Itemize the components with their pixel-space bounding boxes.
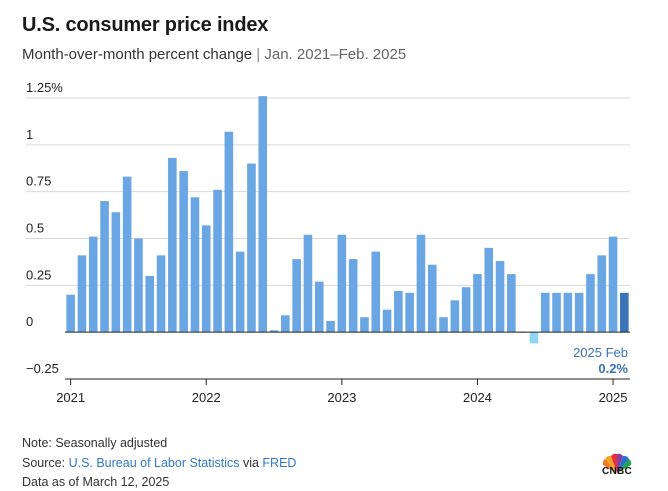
y-tick-label: −0.25 bbox=[26, 361, 59, 376]
cnbc-logo-text: CNBC bbox=[601, 466, 633, 477]
bar bbox=[540, 292, 550, 333]
bar bbox=[507, 274, 516, 333]
y-axis-labels: 1.25% 1 0.75 0.5 0.25 0 −0.25 bbox=[26, 80, 63, 376]
bar bbox=[461, 287, 471, 333]
data-as-of: Data as of March 12, 2025 bbox=[22, 475, 170, 489]
bar bbox=[405, 292, 414, 333]
bar bbox=[258, 96, 268, 333]
x-tick-label: 2024 bbox=[463, 390, 492, 405]
bar bbox=[179, 171, 188, 333]
cnbc-peacock-icon bbox=[602, 453, 632, 473]
bar bbox=[100, 201, 109, 333]
bar bbox=[597, 255, 607, 333]
bar bbox=[563, 292, 573, 333]
bar bbox=[620, 292, 629, 333]
bar bbox=[235, 251, 245, 333]
x-tick-label: 2025 bbox=[599, 390, 628, 405]
bar bbox=[326, 320, 335, 333]
bar bbox=[608, 236, 618, 333]
bar bbox=[394, 290, 403, 333]
bar bbox=[281, 315, 290, 333]
bar bbox=[88, 236, 98, 333]
bar bbox=[371, 251, 381, 333]
chart-title: U.S. consumer price index bbox=[22, 14, 269, 36]
chart-subtitle: Month-over-month percent change | Jan. 2… bbox=[22, 46, 406, 63]
bar bbox=[168, 157, 177, 333]
bar bbox=[586, 274, 595, 333]
y-tick-label: 0.5 bbox=[26, 221, 44, 236]
bars bbox=[66, 96, 629, 344]
source-prefix: Source: bbox=[22, 456, 69, 470]
bar bbox=[529, 332, 539, 344]
bar bbox=[473, 274, 482, 333]
x-tick-label: 2022 bbox=[192, 390, 221, 405]
bar bbox=[314, 281, 324, 333]
y-tick-label: 1.25% bbox=[26, 80, 63, 95]
x-tick-label: 2023 bbox=[327, 390, 356, 405]
bar bbox=[190, 197, 200, 333]
y-tick-label: 0 bbox=[26, 314, 33, 329]
bar bbox=[292, 259, 301, 333]
bar bbox=[337, 234, 347, 333]
bar bbox=[213, 189, 222, 333]
annotation-label: 2025 Feb bbox=[573, 345, 628, 360]
source-link-fred[interactable]: FRED bbox=[262, 456, 297, 470]
bar bbox=[348, 259, 358, 333]
x-axis: 2021 2022 2023 2024 2025 bbox=[56, 378, 630, 405]
subtitle-date-range: Jan. 2021–Feb. 2025 bbox=[264, 46, 407, 63]
subtitle-separator: | bbox=[252, 46, 265, 63]
bar bbox=[269, 330, 279, 333]
bar bbox=[156, 255, 166, 333]
subtitle-main: Month-over-month percent change bbox=[22, 46, 253, 63]
source-link-bls[interactable]: U.S. Bureau of Labor Statistics bbox=[68, 456, 240, 470]
bar bbox=[416, 234, 426, 333]
bar bbox=[439, 317, 448, 333]
x-tick-label: 2021 bbox=[56, 390, 85, 405]
source-line: Source: U.S. Bureau of Labor Statistics … bbox=[22, 456, 296, 470]
bar bbox=[224, 131, 234, 333]
latest-annotation: 2025 Feb 0.2% bbox=[573, 345, 628, 376]
cpi-bar-chart: 1.25% 1 0.75 0.5 0.25 0 −0.25 2021 2022 2023 2024… bbox=[26, 80, 630, 405]
bar bbox=[450, 300, 460, 333]
bar bbox=[247, 163, 256, 333]
bar bbox=[134, 238, 143, 333]
bar bbox=[122, 176, 132, 333]
y-tick-label: 1 bbox=[26, 127, 33, 142]
note-seasonally-adjusted: Note: Seasonally adjusted bbox=[22, 436, 168, 450]
source-mid: via bbox=[239, 456, 263, 470]
bar bbox=[495, 260, 505, 333]
bar bbox=[427, 264, 437, 333]
bar bbox=[111, 212, 121, 333]
annotation-value: 0.2% bbox=[598, 361, 628, 376]
bar bbox=[303, 234, 313, 333]
bar bbox=[484, 247, 494, 333]
bar bbox=[574, 292, 584, 333]
y-tick-label: 0.25 bbox=[26, 267, 51, 282]
bar bbox=[66, 294, 75, 333]
bar bbox=[145, 275, 155, 333]
y-tick-label: 0.75 bbox=[26, 174, 51, 189]
bar bbox=[77, 255, 87, 333]
bar bbox=[382, 309, 392, 333]
bar bbox=[201, 225, 211, 333]
bar bbox=[552, 292, 561, 333]
bar bbox=[360, 317, 369, 333]
